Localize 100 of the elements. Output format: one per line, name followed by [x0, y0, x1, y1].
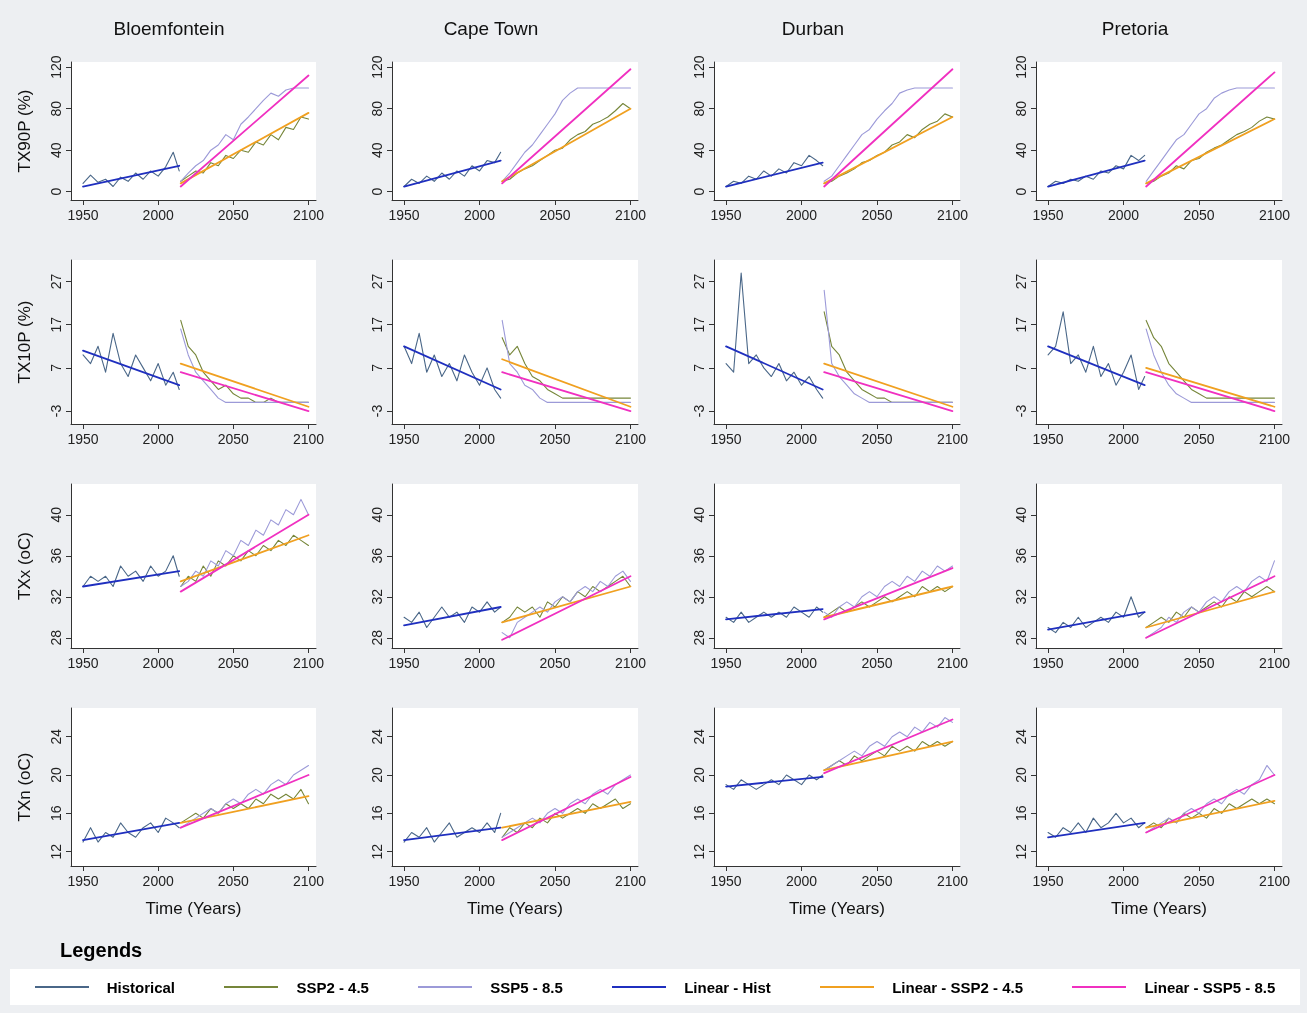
x-tick-label: 2050 [539, 431, 571, 447]
line-series [501, 798, 631, 838]
y-tick-label: 12 [1013, 843, 1029, 860]
y-tick-label: 120 [48, 55, 64, 79]
x-tick-label: 1950 [710, 207, 742, 223]
legend-label: Linear - SSP5 - 8.5 [1144, 978, 1276, 996]
x-tick-label: 2100 [1258, 431, 1291, 447]
y-tick-label: 24 [48, 728, 64, 745]
legend-label: SSP2 - 4.5 [296, 978, 369, 996]
line-series [1145, 87, 1275, 182]
x-tick-label: 2000 [463, 207, 496, 223]
y-tick-label: 120 [1013, 55, 1029, 79]
x-tick-label: 2050 [1183, 431, 1215, 447]
x-tick-label: 1950 [1032, 655, 1064, 671]
y-tick-label: 80 [369, 100, 385, 117]
y-tick-label: 28 [1013, 629, 1029, 646]
x-tick-label: 1950 [710, 873, 742, 889]
x-tick-label: 2000 [1107, 655, 1140, 671]
y-tick-label: 0 [369, 187, 385, 196]
line-series [1047, 812, 1146, 838]
y-tick-label: 24 [369, 728, 385, 745]
y-tick-label: 7 [691, 363, 707, 372]
x-tick-label: 1950 [388, 207, 420, 223]
x-tick-label: 2100 [1258, 655, 1291, 671]
y-tick-label: 0 [48, 187, 64, 196]
y-tick-label: 24 [1013, 728, 1029, 745]
y-tick-label: 17 [48, 316, 64, 333]
x-tick-label: 2050 [217, 431, 250, 447]
y-tick-label: 120 [691, 55, 707, 79]
y-tick-label: 40 [1013, 506, 1029, 523]
x-tick-label: 2100 [614, 655, 647, 671]
x-tick-label: 2100 [1258, 873, 1291, 889]
y-tick-label: 16 [48, 805, 64, 822]
x-tick-label: 2050 [217, 655, 250, 671]
y-tick-label: 36 [48, 547, 64, 564]
x-tick-label: 2050 [861, 207, 893, 223]
y-tick-label: 27 [1013, 273, 1029, 290]
legend-label: Linear - Hist [684, 978, 771, 996]
line-series [1145, 560, 1275, 639]
x-tick-label: 2000 [785, 655, 818, 671]
y-tick-label: 27 [691, 273, 707, 290]
x-tick-label: 2000 [142, 655, 174, 671]
x-tick-label: 2000 [1107, 431, 1140, 447]
y-tick-label: 80 [1013, 100, 1029, 117]
x-tick-label: 2000 [785, 873, 818, 889]
y-tick-label: 80 [691, 100, 707, 117]
line-series [725, 272, 824, 399]
x-tick-label: 2100 [614, 207, 647, 223]
y-tick-label: -3 [1013, 404, 1029, 418]
x-axis-title: Time (Years) [145, 899, 242, 918]
y-tick-label: 12 [48, 843, 64, 860]
y-axis-title: TXx (oC) [15, 532, 34, 600]
x-tick-label: 1950 [67, 207, 99, 223]
y-axis-title: TXn (oC) [15, 752, 34, 822]
y-tick-label: 32 [48, 588, 64, 605]
x-tick-label: 2100 [936, 655, 969, 671]
line-series [82, 555, 180, 588]
line-series [1047, 311, 1146, 391]
line-series [823, 87, 953, 182]
x-tick-label: 2050 [539, 655, 571, 671]
x-tick-label: 2050 [861, 431, 893, 447]
line-series [403, 812, 502, 843]
y-tick-label: 80 [48, 100, 64, 117]
x-tick-label: 1950 [388, 873, 420, 889]
y-tick-label: 24 [691, 728, 707, 745]
x-tick-label: 1950 [1032, 207, 1064, 223]
line-series [1047, 596, 1146, 634]
y-tick-label: 20 [1013, 767, 1029, 783]
y-tick-label: 28 [48, 629, 64, 646]
line-series [1145, 328, 1275, 403]
y-tick-label: 28 [691, 629, 707, 646]
x-tick-label: 2100 [614, 873, 647, 889]
chart-title: Cape Town [443, 18, 539, 39]
x-tick-label: 2000 [785, 207, 818, 223]
line-series [180, 498, 310, 588]
y-tick-label: 16 [1013, 805, 1029, 822]
x-tick-label: 2050 [861, 655, 893, 671]
y-tick-label: 0 [1013, 187, 1029, 196]
x-tick-label: 1950 [67, 655, 99, 671]
line-series [82, 151, 180, 188]
legend-label: SSP5 - 8.5 [490, 978, 563, 996]
x-tick-label: 1950 [67, 873, 99, 889]
y-tick-label: 120 [369, 55, 385, 79]
y-tick-label: 7 [1013, 363, 1029, 372]
x-tick-label: 2100 [292, 873, 325, 889]
y-tick-label: 32 [369, 588, 385, 605]
y-tick-label: 36 [369, 547, 385, 564]
chart-title: Durban [781, 18, 845, 39]
x-tick-label: 2100 [936, 431, 969, 447]
y-tick-label: 40 [369, 142, 385, 158]
line-series [1145, 319, 1275, 399]
line-series [501, 337, 631, 399]
x-tick-label: 2100 [614, 431, 647, 447]
x-tick-label: 2050 [1183, 655, 1215, 671]
line-series [403, 332, 502, 399]
y-tick-label: 17 [691, 316, 707, 333]
x-tick-label: 1950 [388, 655, 420, 671]
y-tick-label: -3 [369, 404, 385, 418]
x-tick-label: 1950 [1032, 873, 1064, 889]
y-tick-label: 40 [691, 506, 707, 523]
